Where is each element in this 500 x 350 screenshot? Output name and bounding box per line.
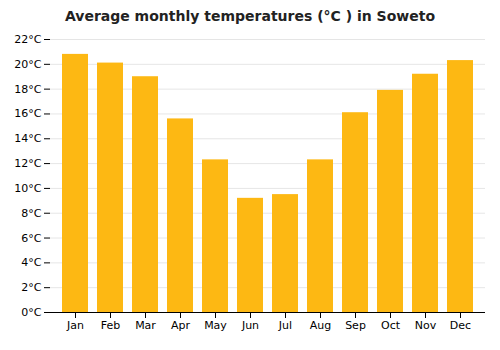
svg-text:2°C: 2°C [21, 281, 41, 294]
svg-text:May: May [204, 319, 227, 332]
svg-text:4°C: 4°C [21, 256, 41, 269]
svg-text:Mar: Mar [135, 319, 156, 332]
svg-text:Feb: Feb [101, 319, 120, 332]
svg-text:Aug: Aug [310, 319, 331, 332]
svg-text:Oct: Oct [381, 319, 401, 332]
svg-text:0°C: 0°C [21, 306, 41, 319]
svg-text:18°C: 18°C [14, 83, 41, 96]
svg-text:Sep: Sep [345, 319, 366, 332]
svg-text:8°C: 8°C [21, 207, 41, 220]
svg-text:20°C: 20°C [14, 58, 41, 71]
svg-text:Jan: Jan [66, 319, 84, 332]
svg-text:10°C: 10°C [14, 182, 41, 195]
svg-text:Dec: Dec [450, 319, 471, 332]
html-text:Average monthly temperatures (: Average monthly temperatures (°C ) in So… [64, 8, 436, 24]
svg-text:Jul: Jul [278, 319, 292, 332]
svg-text:22°C: 22°C [14, 33, 41, 46]
svg-text:16°C: 16°C [14, 107, 41, 120]
svg-text:Nov: Nov [415, 319, 437, 332]
svg-text:12°C: 12°C [14, 157, 41, 170]
svg-text:14°C: 14°C [14, 132, 41, 145]
svg-text:6°C: 6°C [21, 232, 41, 245]
svg-text:Apr: Apr [171, 319, 191, 332]
svg-text:Jun: Jun [241, 319, 259, 332]
